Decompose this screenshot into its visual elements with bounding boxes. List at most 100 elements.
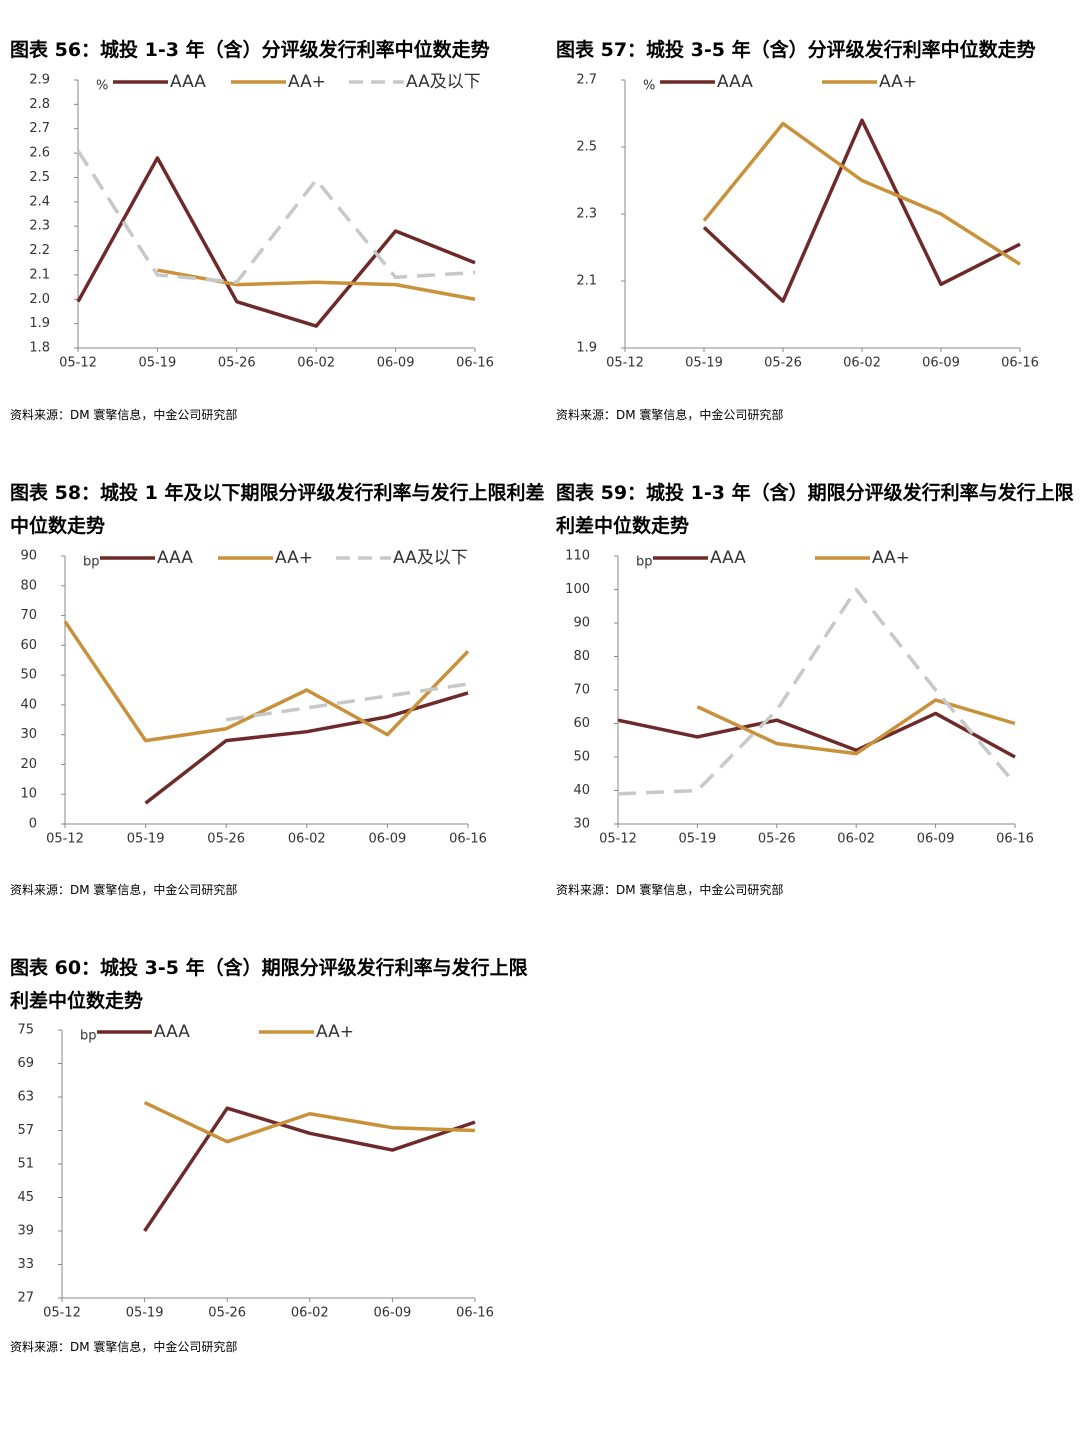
x-tick-label: 06-02 [843, 356, 881, 371]
x-tick-label: 06-16 [449, 832, 487, 847]
y-tick-label: 40 [573, 783, 590, 798]
y-tick-label: 60 [573, 716, 590, 731]
y-tick-label: 50 [20, 668, 37, 683]
legend-label: AAA [710, 548, 746, 568]
y-tick-label: 2.6 [29, 146, 50, 161]
source-note: 资料来源：DM 寰擎信息，中金公司研究部 [10, 883, 238, 897]
x-tick-label: 05-19 [126, 1306, 164, 1321]
y-tick-label: 1.9 [29, 316, 50, 331]
legend-label: AAA [154, 1022, 190, 1042]
series-line [696, 698, 1016, 756]
y-tick-label: 2.0 [29, 292, 50, 307]
y-tick-label: 33 [17, 1257, 34, 1272]
x-tick-label: 06-09 [377, 356, 415, 371]
x-tick-label: 06-02 [291, 1306, 329, 1321]
y-tick-label: 80 [20, 578, 37, 593]
y-tick-label: 10 [20, 787, 37, 802]
legend-label: AAA [157, 548, 193, 568]
y-tick-label: 2.7 [576, 73, 597, 88]
x-tick-label: 06-16 [996, 832, 1034, 847]
legend-label: AAA [717, 72, 753, 92]
chart-title: 图表 57：城投 3-5 年（含）分评级发行利率中位数走势 [556, 39, 1036, 61]
y-tick-label: 0 [29, 817, 37, 832]
y-tick-label: 2.7 [29, 121, 50, 136]
y-tick-label: 70 [20, 608, 37, 623]
y-tick-label: 40 [20, 697, 37, 712]
series-line [225, 682, 469, 722]
source-note: 资料来源：DM 寰擎信息，中金公司研究部 [556, 408, 784, 422]
y-tick-label: 1.9 [576, 341, 597, 356]
y-tick-label: 69 [17, 1056, 34, 1071]
y-tick-label: 90 [573, 616, 590, 631]
unit-label: bp [80, 1029, 97, 1044]
legend-label: AA+ [288, 72, 326, 92]
x-tick-label: 05-12 [599, 832, 637, 847]
y-tick-label: 90 [20, 549, 37, 564]
y-tick-label: 60 [20, 638, 37, 653]
series-line [143, 1106, 476, 1232]
x-tick-label: 05-26 [208, 1306, 246, 1321]
y-tick-label: 30 [20, 727, 37, 742]
series-line [702, 121, 1021, 266]
legend-label: AA及以下 [406, 72, 481, 92]
y-tick-label: 1.8 [29, 341, 50, 356]
chart-title: 图表 59：城投 1-3 年（含）期限分评级发行利率与发行上限利差中位数走势 [556, 482, 1074, 537]
x-tick-label: 06-09 [369, 832, 407, 847]
legend-label: AA+ [872, 548, 910, 568]
source-note: 资料来源：DM 寰擎信息，中金公司研究部 [10, 408, 238, 422]
x-tick-label: 05-19 [685, 356, 723, 371]
x-tick-label: 05-19 [679, 832, 717, 847]
y-tick-label: 39 [17, 1224, 34, 1239]
series-line [76, 156, 476, 328]
series-line [63, 620, 470, 743]
unit-label: bp [83, 555, 100, 570]
y-tick-label: 100 [565, 582, 590, 597]
x-tick-label: 06-16 [456, 1306, 494, 1321]
y-tick-label: 2.3 [576, 207, 597, 222]
y-tick-label: 2.2 [29, 243, 50, 258]
y-tick-label: 20 [20, 757, 37, 772]
unit-label: bp [636, 555, 653, 570]
x-tick-label: 06-16 [456, 356, 494, 371]
unit-label: % [643, 79, 655, 94]
x-tick-label: 06-09 [922, 356, 960, 371]
y-tick-label: 110 [565, 549, 590, 564]
y-tick-label: 50 [573, 750, 590, 765]
source-note: 资料来源：DM 寰擎信息，中金公司研究部 [556, 883, 784, 897]
unit-label: % [96, 79, 108, 94]
series-line [617, 711, 1016, 759]
x-tick-label: 05-26 [758, 832, 796, 847]
series-line [702, 118, 1021, 303]
x-tick-label: 05-26 [207, 832, 245, 847]
y-tick-label: 2.1 [29, 267, 50, 282]
y-tick-label: 75 [17, 1023, 34, 1038]
y-tick-label: 2.4 [29, 194, 50, 209]
y-tick-label: 30 [573, 817, 590, 832]
x-tick-label: 05-26 [218, 356, 256, 371]
series-line [144, 691, 469, 805]
x-tick-label: 06-16 [1001, 356, 1039, 371]
x-tick-label: 05-26 [764, 356, 802, 371]
legend-label: AA+ [316, 1022, 354, 1042]
x-tick-label: 06-09 [374, 1306, 412, 1321]
chart-title: 图表 56：城投 1-3 年（含）分评级发行利率中位数走势 [10, 39, 490, 61]
y-tick-label: 70 [573, 683, 590, 698]
chart-title: 图表 60：城投 3-5 年（含）期限分评级发行利率与发行上限利差中位数走势 [10, 957, 528, 1012]
y-tick-label: 63 [17, 1090, 34, 1105]
x-tick-label: 05-12 [59, 356, 97, 371]
y-tick-label: 51 [17, 1157, 34, 1172]
chart-title: 图表 58：城投 1 年及以下期限分评级发行利率与发行上限利差中位数走势 [10, 482, 545, 537]
y-tick-label: 2.3 [29, 219, 50, 234]
y-tick-label: 2.8 [29, 97, 50, 112]
y-tick-label: 2.5 [576, 140, 597, 155]
legend-label: AA+ [879, 72, 917, 92]
y-tick-label: 2.9 [29, 73, 50, 88]
x-tick-label: 06-02 [297, 356, 335, 371]
series-line [617, 587, 1017, 796]
x-tick-label: 05-12 [46, 832, 84, 847]
source-note: 资料来源：DM 寰擎信息，中金公司研究部 [10, 1340, 238, 1354]
x-tick-label: 06-02 [837, 832, 875, 847]
x-tick-label: 06-09 [917, 832, 955, 847]
